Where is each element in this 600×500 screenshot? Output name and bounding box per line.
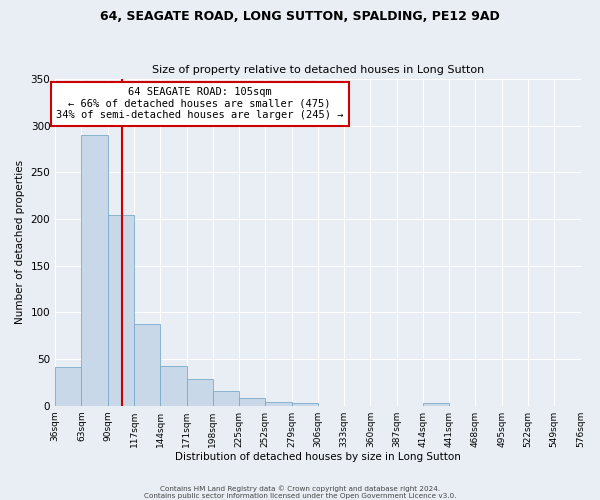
Text: Contains HM Land Registry data © Crown copyright and database right 2024.: Contains HM Land Registry data © Crown c… [160, 486, 440, 492]
Text: 64, SEAGATE ROAD, LONG SUTTON, SPALDING, PE12 9AD: 64, SEAGATE ROAD, LONG SUTTON, SPALDING,… [100, 10, 500, 23]
Bar [423, 403, 449, 406]
Bar [82, 135, 108, 406]
Bar [187, 378, 213, 406]
Y-axis label: Number of detached properties: Number of detached properties [15, 160, 25, 324]
Bar [213, 391, 239, 406]
Bar [160, 366, 187, 406]
X-axis label: Distribution of detached houses by size in Long Sutton: Distribution of detached houses by size … [175, 452, 461, 462]
Text: 64 SEAGATE ROAD: 105sqm
← 66% of detached houses are smaller (475)
34% of semi-d: 64 SEAGATE ROAD: 105sqm ← 66% of detache… [56, 87, 343, 120]
Bar [55, 368, 82, 406]
Bar [292, 403, 318, 406]
Bar [239, 398, 265, 406]
Title: Size of property relative to detached houses in Long Sutton: Size of property relative to detached ho… [152, 66, 484, 76]
Bar [108, 216, 134, 406]
Text: Contains public sector information licensed under the Open Government Licence v3: Contains public sector information licen… [144, 493, 456, 499]
Bar [265, 402, 292, 406]
Bar [134, 324, 160, 406]
